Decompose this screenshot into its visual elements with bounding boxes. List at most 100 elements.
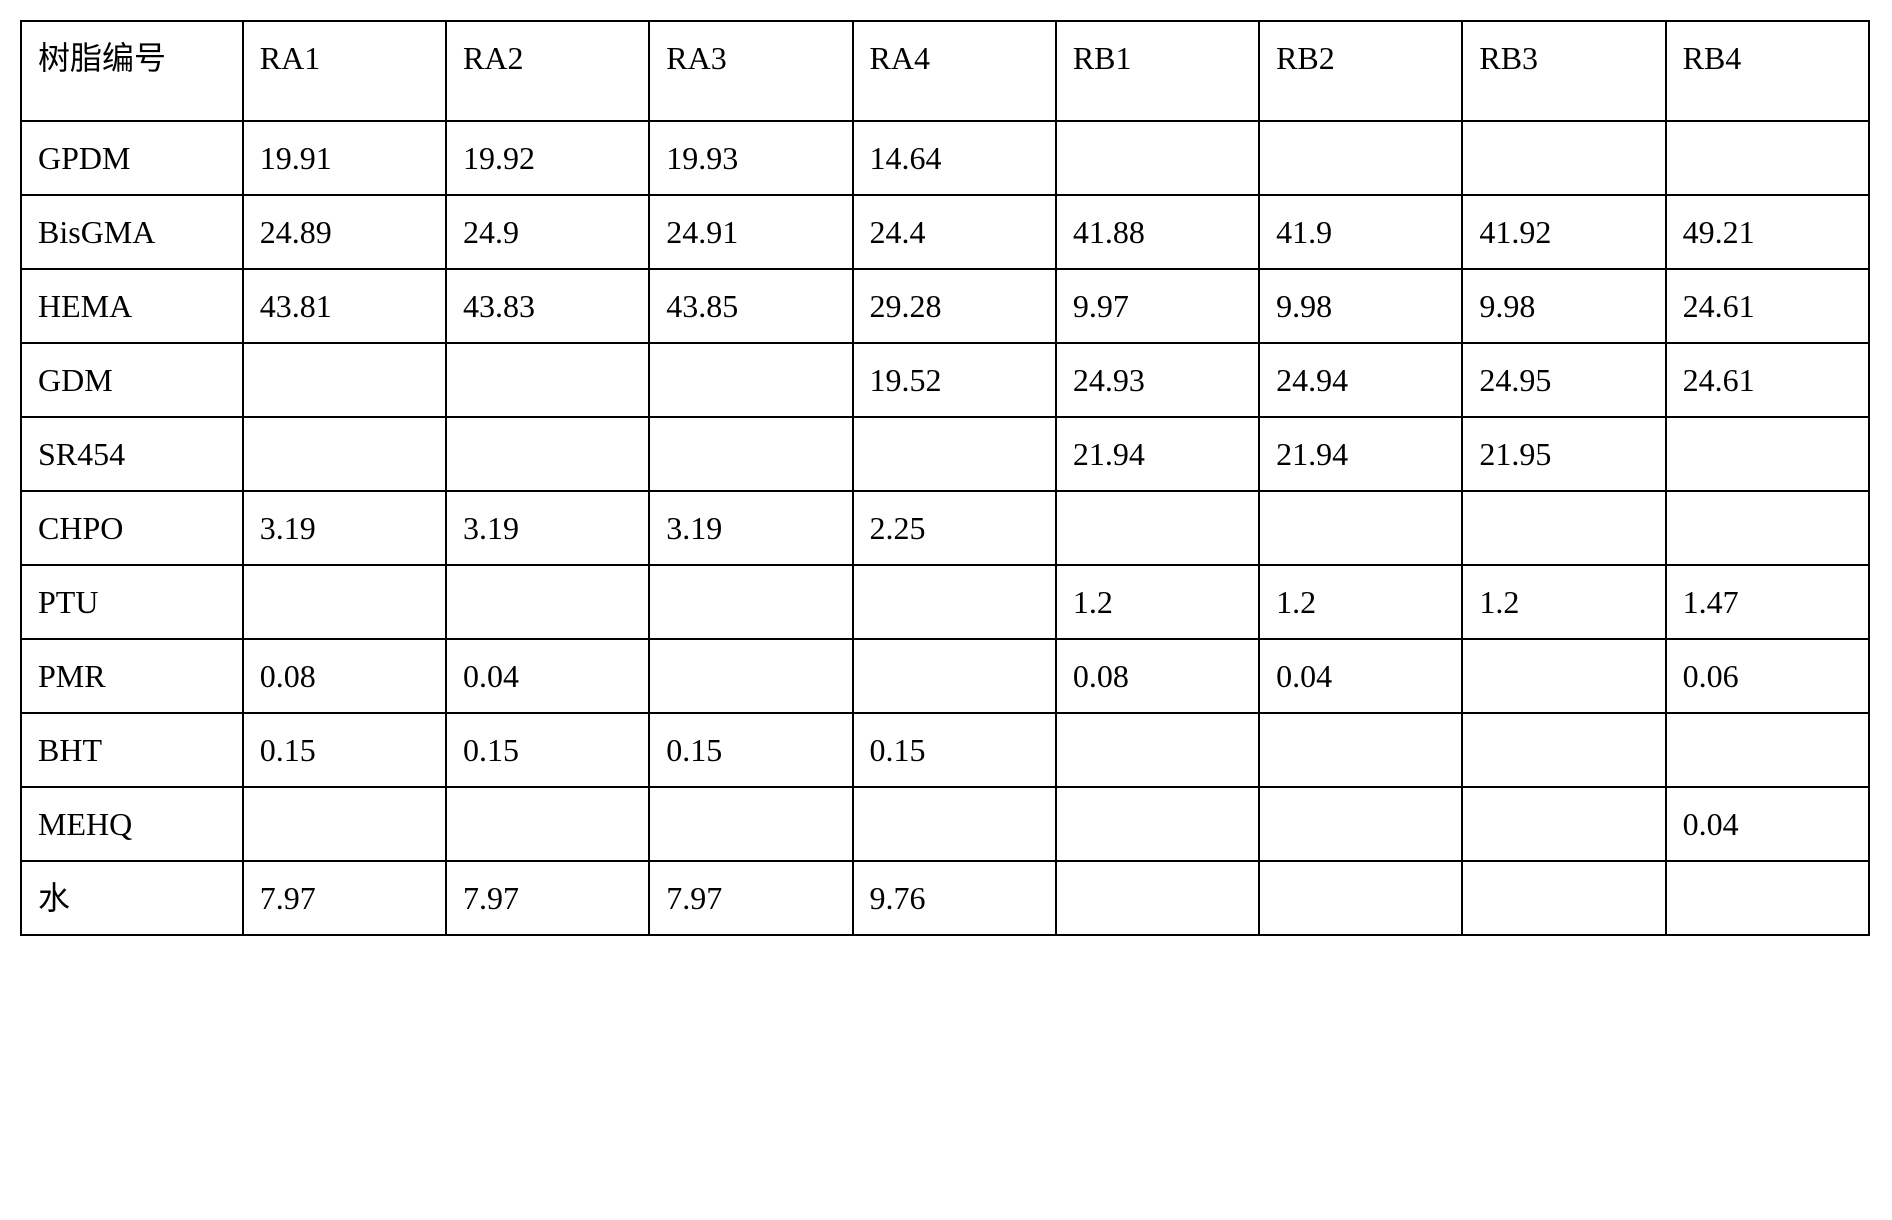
- table-cell: 14.64: [853, 121, 1056, 195]
- resin-composition-table: 树脂编号 RA1 RA2 RA3 RA4 RB1 RB2 RB3 RB4 GPD…: [20, 20, 1870, 936]
- table-cell: 0.15: [446, 713, 649, 787]
- row-label: BisGMA: [21, 195, 243, 269]
- table-cell: 24.91: [649, 195, 852, 269]
- table-cell: [853, 639, 1056, 713]
- table-cell: [853, 787, 1056, 861]
- header-label: 树脂编号: [21, 21, 243, 121]
- table-cell: 24.89: [243, 195, 446, 269]
- table-row: BisGMA 24.89 24.9 24.91 24.4 41.88 41.9 …: [21, 195, 1869, 269]
- table-cell: [1056, 121, 1259, 195]
- table-cell: 24.61: [1666, 269, 1869, 343]
- table-cell: [1462, 787, 1665, 861]
- table-cell: [1056, 861, 1259, 935]
- table-cell: [243, 343, 446, 417]
- table-cell: [853, 565, 1056, 639]
- table-cell: [1259, 491, 1462, 565]
- table-cell: [1666, 491, 1869, 565]
- table-cell: [1666, 861, 1869, 935]
- table-cell: 0.15: [853, 713, 1056, 787]
- row-label: HEMA: [21, 269, 243, 343]
- header-ra4: RA4: [853, 21, 1056, 121]
- table-cell: [1259, 787, 1462, 861]
- table-cell: 2.25: [853, 491, 1056, 565]
- table-cell: 7.97: [446, 861, 649, 935]
- table-row: 水 7.97 7.97 7.97 9.76: [21, 861, 1869, 935]
- table-cell: [1056, 491, 1259, 565]
- table-cell: [649, 343, 852, 417]
- header-rb2: RB2: [1259, 21, 1462, 121]
- table-cell: 7.97: [243, 861, 446, 935]
- table-cell: 0.08: [1056, 639, 1259, 713]
- table-cell: [1666, 417, 1869, 491]
- table-cell: 9.76: [853, 861, 1056, 935]
- header-ra3: RA3: [649, 21, 852, 121]
- table-row: PTU 1.2 1.2 1.2 1.47: [21, 565, 1869, 639]
- table-cell: [446, 343, 649, 417]
- table-cell: [1462, 861, 1665, 935]
- table-cell: 0.04: [1666, 787, 1869, 861]
- row-label: BHT: [21, 713, 243, 787]
- table-cell: [243, 787, 446, 861]
- table-cell: [1056, 787, 1259, 861]
- table-cell: 3.19: [243, 491, 446, 565]
- table-cell: [1666, 713, 1869, 787]
- table-cell: [649, 417, 852, 491]
- table-cell: [1462, 121, 1665, 195]
- row-label: CHPO: [21, 491, 243, 565]
- row-label: 水: [21, 861, 243, 935]
- table-cell: 19.91: [243, 121, 446, 195]
- table-cell: [446, 787, 649, 861]
- table-cell: 0.15: [649, 713, 852, 787]
- table-cell: 24.93: [1056, 343, 1259, 417]
- table-cell: [243, 565, 446, 639]
- table-cell: 0.04: [1259, 639, 1462, 713]
- table-cell: 41.88: [1056, 195, 1259, 269]
- table-cell: 0.04: [446, 639, 649, 713]
- row-label: GDM: [21, 343, 243, 417]
- table-cell: 19.93: [649, 121, 852, 195]
- table-cell: 3.19: [446, 491, 649, 565]
- table-cell: [1056, 713, 1259, 787]
- table-row: SR454 21.94 21.94 21.95: [21, 417, 1869, 491]
- table-cell: [649, 565, 852, 639]
- table-cell: [1462, 713, 1665, 787]
- table-cell: 43.81: [243, 269, 446, 343]
- table-cell: 1.47: [1666, 565, 1869, 639]
- table-cell: 21.94: [1259, 417, 1462, 491]
- table-cell: 43.85: [649, 269, 852, 343]
- table-cell: 9.98: [1462, 269, 1665, 343]
- table-cell: 41.92: [1462, 195, 1665, 269]
- table-row: GPDM 19.91 19.92 19.93 14.64: [21, 121, 1869, 195]
- header-rb3: RB3: [1462, 21, 1665, 121]
- table-cell: [649, 639, 852, 713]
- table-row: GDM 19.52 24.93 24.94 24.95 24.61: [21, 343, 1869, 417]
- table-cell: [1462, 639, 1665, 713]
- table-cell: [1666, 121, 1869, 195]
- table-cell: [243, 417, 446, 491]
- row-label: SR454: [21, 417, 243, 491]
- table-cell: 1.2: [1056, 565, 1259, 639]
- table-cell: 21.94: [1056, 417, 1259, 491]
- table-cell: 24.9: [446, 195, 649, 269]
- table-cell: [1462, 491, 1665, 565]
- table-cell: 19.92: [446, 121, 649, 195]
- table-cell: 1.2: [1462, 565, 1665, 639]
- table-cell: [853, 417, 1056, 491]
- table-cell: 9.97: [1056, 269, 1259, 343]
- table-cell: [649, 787, 852, 861]
- row-label: MEHQ: [21, 787, 243, 861]
- table-cell: 1.2: [1259, 565, 1462, 639]
- header-ra2: RA2: [446, 21, 649, 121]
- header-ra1: RA1: [243, 21, 446, 121]
- table-row: PMR 0.08 0.04 0.08 0.04 0.06: [21, 639, 1869, 713]
- table-row: MEHQ 0.04: [21, 787, 1869, 861]
- table-cell: 43.83: [446, 269, 649, 343]
- header-rb4: RB4: [1666, 21, 1869, 121]
- table-cell: [1259, 861, 1462, 935]
- row-label: PMR: [21, 639, 243, 713]
- table-cell: 0.08: [243, 639, 446, 713]
- table-cell: 9.98: [1259, 269, 1462, 343]
- table-cell: 0.15: [243, 713, 446, 787]
- table-cell: [446, 417, 649, 491]
- header-rb1: RB1: [1056, 21, 1259, 121]
